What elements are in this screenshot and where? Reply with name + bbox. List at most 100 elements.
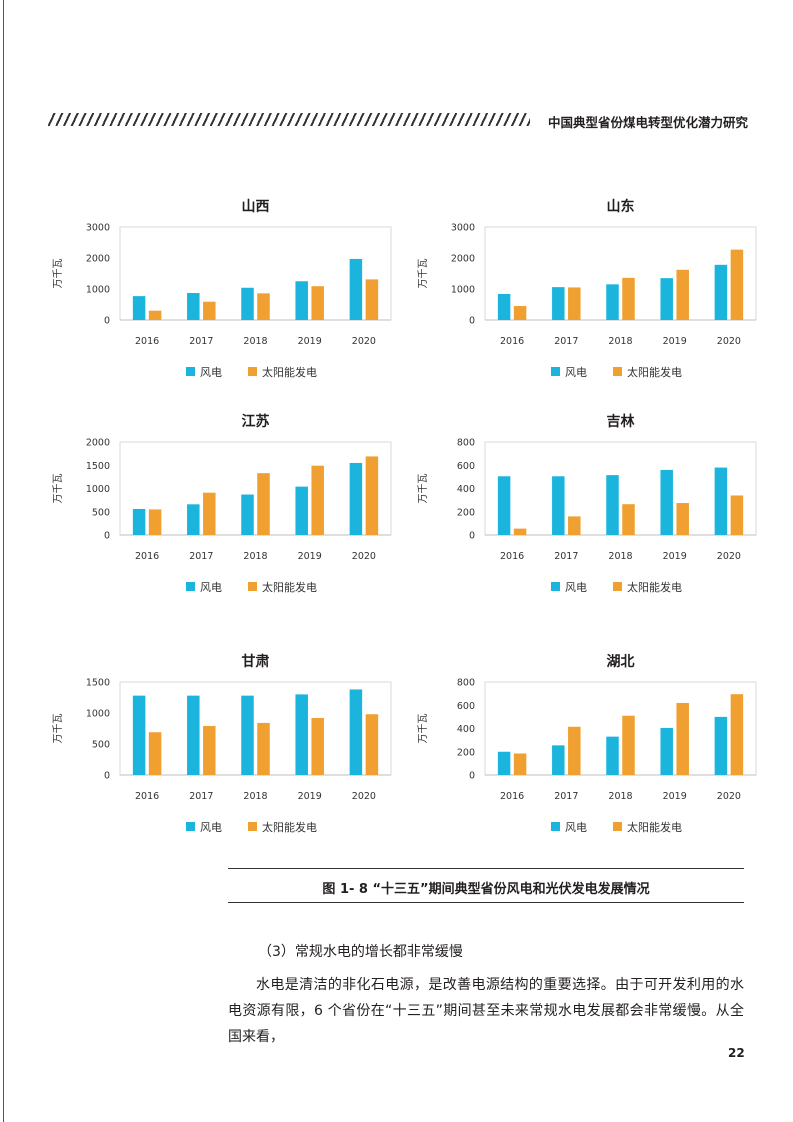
bar-wind: [497, 476, 511, 535]
legend-swatch-solar: [248, 367, 257, 376]
bar-wind: [241, 494, 254, 535]
bar-solar: [148, 310, 162, 320]
y-tick-label: 1000: [86, 709, 110, 720]
y-tick-label: 1000: [86, 484, 110, 495]
x-tick-label: 2020: [717, 551, 741, 562]
bar-wind: [187, 695, 200, 775]
x-tick-label: 2019: [298, 551, 322, 562]
chart-title: 吉林: [607, 413, 635, 430]
y-tick-label: 0: [469, 316, 475, 327]
chart-hubei: 0 200 400 600 800 2016 2017 2018 2019 2020 湖北 万千瓦 风电…: [413, 645, 758, 845]
x-tick-label: 2019: [663, 791, 687, 802]
x-tick-label: 2020: [717, 791, 741, 802]
y-axis-label: 万千瓦: [52, 714, 64, 744]
bar-wind: [552, 287, 565, 320]
bar-solar: [365, 456, 379, 535]
legend-label-wind: 风电: [565, 366, 587, 379]
y-tick-label: 600: [457, 701, 475, 712]
y-axis-label: 万千瓦: [52, 259, 64, 289]
header-hatch-decoration: [48, 113, 530, 126]
bar-solar: [513, 528, 527, 535]
bar-solar: [622, 277, 635, 320]
chart-gansu: 0 500 1000 1500 2016 2017 2018 2019 2020 甘肃 万千瓦 风电 太…: [48, 645, 393, 845]
y-tick-label: 0: [469, 531, 475, 542]
legend-swatch-solar: [613, 582, 622, 591]
y-tick-label: 0: [104, 531, 110, 542]
x-tick-label: 2017: [554, 791, 578, 802]
bar-wind: [132, 296, 146, 320]
legend-label-solar: 太阳能发电: [262, 820, 317, 834]
x-tick-label: 2018: [608, 791, 632, 802]
y-tick-label: 400: [457, 484, 475, 495]
chart-shandong: 0 1000 2000 3000 2016 2017 2018 2019 2020 山东 万千瓦 风电…: [413, 190, 758, 390]
x-tick-label: 2018: [243, 336, 267, 347]
figure-caption-band: 图 1- 8 “十三五”期间典型省份风电和光伏发电发展情况: [228, 868, 744, 903]
x-tick-label: 2018: [608, 336, 632, 347]
bar-solar: [257, 722, 270, 775]
bar-solar: [622, 715, 635, 775]
y-tick-label: 1500: [86, 678, 110, 689]
bar-solar: [365, 714, 379, 775]
x-tick-label: 2016: [500, 791, 524, 802]
bar-chart-svg: 0 200 400 600 800 2016 2017 2018 2019 2020 吉林万千瓦风电…: [417, 413, 757, 594]
bar-solar: [311, 465, 324, 535]
bar-wind: [497, 293, 511, 320]
legend-swatch-wind: [186, 582, 195, 591]
bar-solar: [311, 717, 324, 775]
bar-solar: [622, 504, 635, 535]
x-tick-label: 2017: [554, 336, 578, 347]
bar-solar: [203, 726, 216, 775]
chart-title: 山西: [242, 199, 270, 215]
legend-label-wind: 风电: [565, 821, 587, 834]
bar-wind: [552, 745, 565, 775]
legend-swatch-wind: [186, 822, 195, 831]
body-text: 水电是清洁的非化石电源，是改善电源结构的重要选择。由于可开发利用的水电资源有限，…: [228, 972, 744, 1050]
bar-chart-svg: 0 500 1000 1500 2000 2016 2017 2018 2019 2020 江苏万千…: [52, 413, 392, 594]
y-tick-label: 1500: [86, 461, 110, 472]
bar-wind: [714, 467, 728, 535]
y-axis-label: 万千瓦: [417, 259, 429, 289]
y-tick-label: 3000: [451, 223, 475, 234]
bar-wind: [241, 695, 254, 775]
legend-label-wind: 风电: [200, 821, 222, 834]
chart-jilin: 0 200 400 600 800 2016 2017 2018 2019 2020 吉林 万千瓦 风电…: [413, 405, 758, 605]
y-tick-label: 800: [457, 678, 475, 689]
bar-solar: [676, 269, 689, 320]
bar-wind: [187, 504, 200, 535]
x-tick-label: 2016: [135, 551, 159, 562]
bar-wind: [295, 694, 308, 775]
legend-label-wind: 风电: [200, 366, 222, 379]
x-tick-label: 2019: [298, 791, 322, 802]
bar-wind: [497, 751, 511, 775]
bar-solar: [568, 287, 581, 320]
bar-wind: [606, 736, 619, 775]
bar-solar: [203, 492, 216, 535]
bar-solar: [203, 301, 216, 320]
legend-swatch-solar: [613, 367, 622, 376]
x-tick-label: 2018: [243, 791, 267, 802]
legend-swatch-solar: [613, 822, 622, 831]
y-tick-label: 200: [457, 747, 475, 758]
legend-swatch-solar: [248, 582, 257, 591]
section-heading: （3）常规水电的增长都非常缓慢: [258, 944, 463, 960]
chart-shanxi: 0 1000 2000 3000 2016 2017 2018 2019 2020 山西 万千瓦 风电…: [48, 190, 393, 390]
y-tick-label: 0: [104, 316, 110, 327]
legend-label-solar: 太阳能发电: [262, 580, 317, 594]
bar-wind: [187, 293, 200, 320]
bar-wind: [606, 284, 619, 320]
y-tick-label: 0: [104, 771, 110, 782]
bar-solar: [730, 249, 744, 320]
x-tick-label: 2017: [554, 551, 578, 562]
chart-jiangsu: 0 500 1000 1500 2000 2016 2017 2018 2019 2020 江苏 万千…: [48, 405, 393, 605]
legend-label-solar: 太阳能发电: [627, 365, 682, 379]
y-tick-label: 2000: [451, 254, 475, 265]
x-tick-label: 2017: [189, 791, 213, 802]
bar-wind: [552, 476, 565, 535]
body-paragraph: 水电是清洁的非化石电源，是改善电源结构的重要选择。由于可开发利用的水电资源有限，…: [228, 977, 744, 1045]
y-tick-label: 600: [457, 461, 475, 472]
legend-label-solar: 太阳能发电: [262, 365, 317, 379]
bar-solar: [676, 503, 689, 535]
x-tick-label: 2016: [135, 336, 159, 347]
bar-wind: [660, 727, 673, 775]
